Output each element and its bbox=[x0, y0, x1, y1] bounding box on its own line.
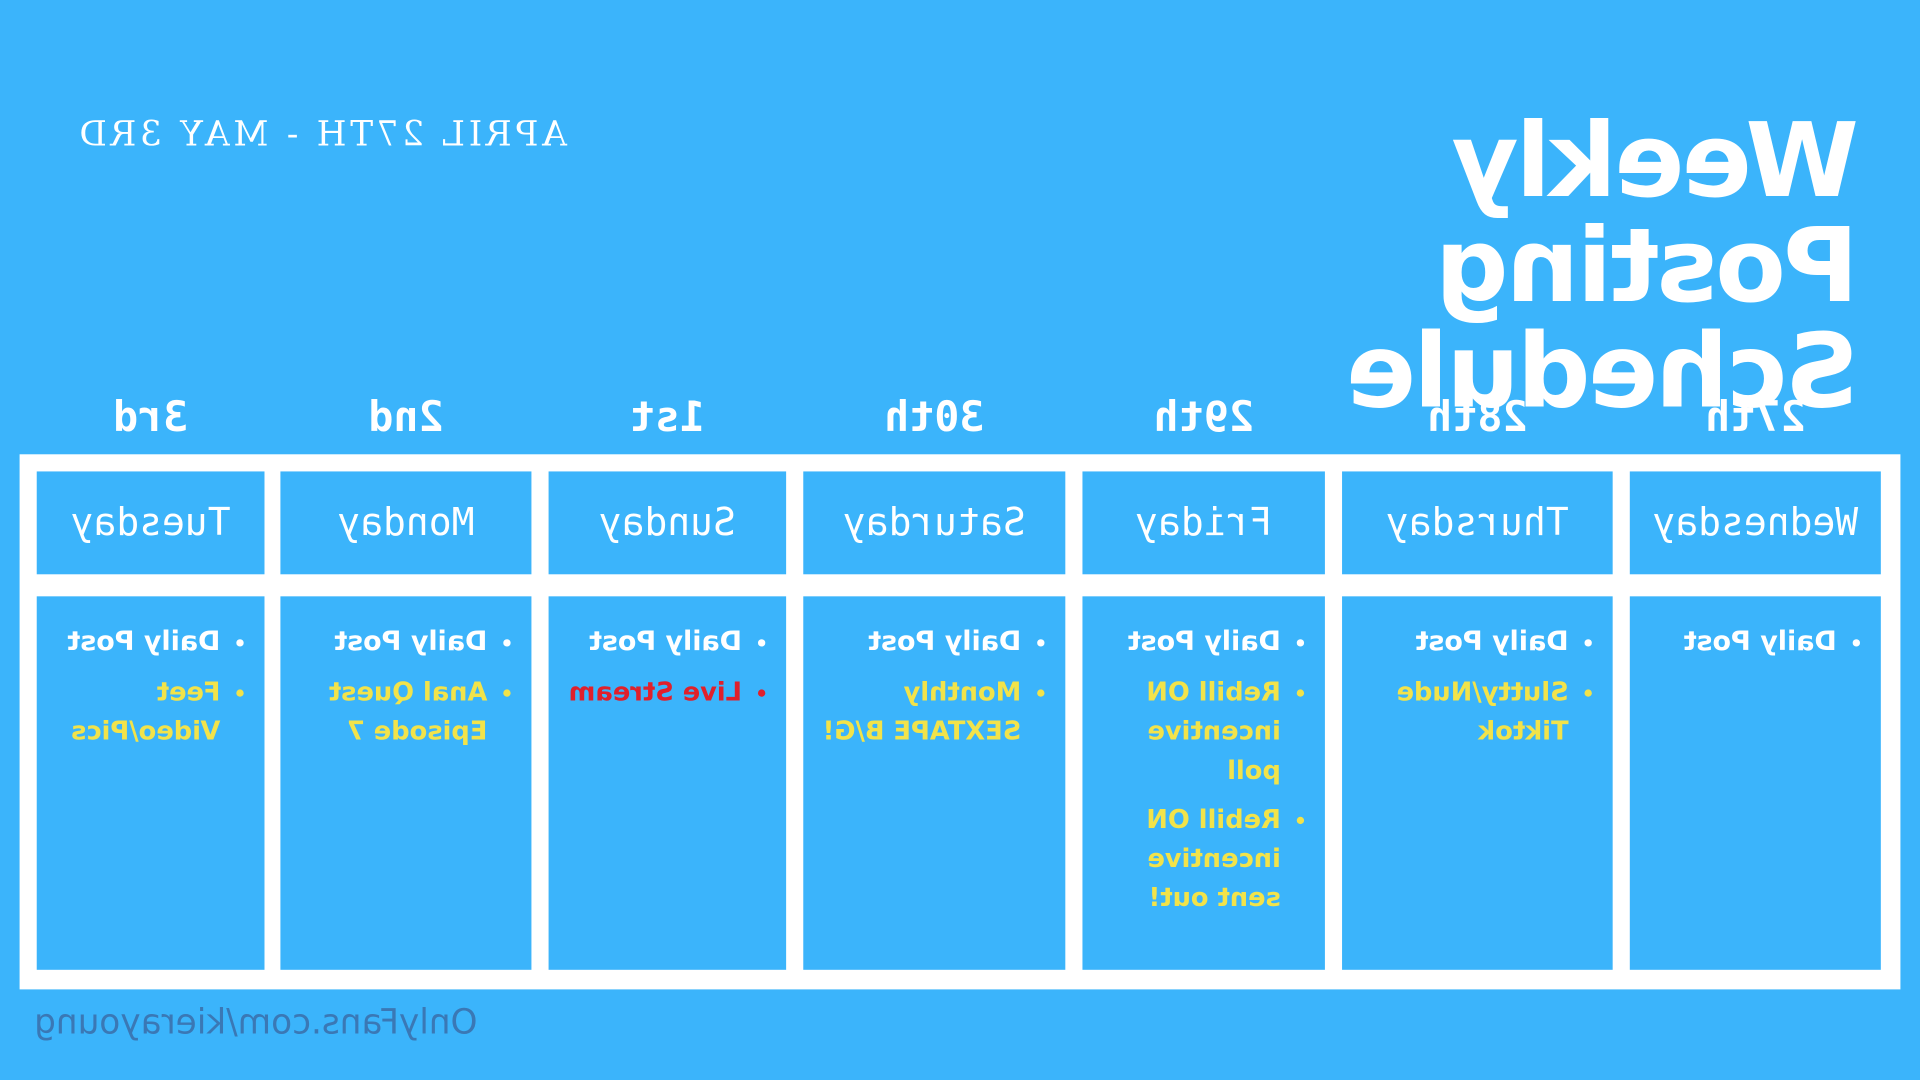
date-label: 3rd bbox=[113, 393, 189, 443]
day-column-friday: 29th Friday Daily Post Rebill ON incenti… bbox=[1082, 393, 1325, 989]
post-list: Daily Post Anal Quest Episode 7 bbox=[293, 623, 515, 750]
list-item: Daily Post bbox=[1642, 623, 1837, 662]
list-item: Daily Post bbox=[1095, 623, 1281, 662]
list-item: Anal Quest Episode 7 bbox=[293, 672, 488, 750]
day-content-cell: Daily Post bbox=[1629, 596, 1881, 970]
list-item: Daily Post bbox=[293, 623, 487, 662]
day-name-cell: Thursday bbox=[1342, 471, 1613, 575]
post-list: Daily Post Slutty/Nude Tiktok bbox=[1354, 623, 1595, 750]
list-item: Daily Post bbox=[1354, 623, 1568, 662]
post-list: Daily Post Live Stream bbox=[561, 623, 769, 711]
day-column-tuesday: 3rd Tuesday Daily Post Feet Video/Pics bbox=[36, 393, 265, 989]
day-column-sunday: 1st Sunday Daily Post Live Stream bbox=[548, 393, 787, 989]
list-item: Monthly SEXTAPE B/G! bbox=[816, 672, 1022, 750]
day-column-saturday: 30th Saturday Daily Post Monthly SEXTAPE… bbox=[803, 393, 1066, 989]
post-list: Daily Post Feet Video/Pics bbox=[49, 623, 247, 750]
post-list: Daily Post Rebill ON incentive poll Rebi… bbox=[1095, 623, 1308, 917]
day-column-wednesday: 27th Wednesday Daily Post bbox=[1629, 393, 1881, 989]
title-line-1: Weekly Posting bbox=[1437, 100, 1859, 326]
post-list: Daily Post Monthly SEXTAPE B/G! bbox=[816, 623, 1049, 750]
day-name-cell: Monday bbox=[280, 471, 532, 575]
day-name-cell: Saturday bbox=[803, 471, 1066, 575]
date-label: 27th bbox=[1705, 393, 1806, 443]
day-name-cell: Friday bbox=[1082, 471, 1325, 575]
list-item: Daily Post bbox=[816, 623, 1021, 662]
day-content-cell: Daily Post Anal Quest Episode 7 bbox=[280, 596, 532, 970]
list-item: Slutty/Nude Tiktok bbox=[1354, 672, 1569, 750]
day-content-cell: Daily Post Rebill ON incentive poll Rebi… bbox=[1082, 596, 1325, 970]
day-column-monday: 2nd Monday Daily Post Anal Quest Episode… bbox=[280, 393, 532, 989]
list-item: Daily Post bbox=[49, 623, 220, 662]
day-column-thursday: 28th Thursday Daily Post Slutty/Nude Tik… bbox=[1342, 393, 1613, 989]
day-content-cell: Daily Post Feet Video/Pics bbox=[36, 596, 265, 970]
date-label: 30th bbox=[884, 393, 985, 443]
date-label: 1st bbox=[629, 393, 705, 443]
schedule-table: 27th Wednesday Daily Post 28th Thursday … bbox=[19, 393, 1901, 990]
date-label: 2nd bbox=[368, 393, 444, 443]
day-content-cell: Daily Post Slutty/Nude Tiktok bbox=[1342, 596, 1613, 970]
day-name-cell: Tuesday bbox=[36, 471, 265, 575]
list-item: Rebill ON incentive poll bbox=[1095, 672, 1280, 790]
post-list: Daily Post bbox=[1642, 623, 1864, 662]
page-title: Weekly Posting Schedule bbox=[1002, 100, 1859, 431]
list-item: Feet Video/Pics bbox=[49, 672, 220, 750]
day-content-cell: Daily Post Live Stream bbox=[548, 596, 787, 970]
list-item: Live Stream bbox=[561, 672, 742, 711]
list-item: Rebill ON incentive sent out! bbox=[1095, 800, 1280, 918]
day-name-cell: Sunday bbox=[548, 471, 787, 575]
date-label: 28th bbox=[1427, 393, 1528, 443]
list-item: Daily Post bbox=[561, 623, 742, 662]
date-label: 29th bbox=[1153, 393, 1254, 443]
date-range: APRIL 27TH - MAY 3RD bbox=[75, 113, 567, 155]
day-name-cell: Wednesday bbox=[1629, 471, 1881, 575]
watermark-url: OnlyFans.com/kierayoung bbox=[34, 1001, 478, 1043]
day-content-cell: Daily Post Monthly SEXTAPE B/G! bbox=[803, 596, 1066, 970]
